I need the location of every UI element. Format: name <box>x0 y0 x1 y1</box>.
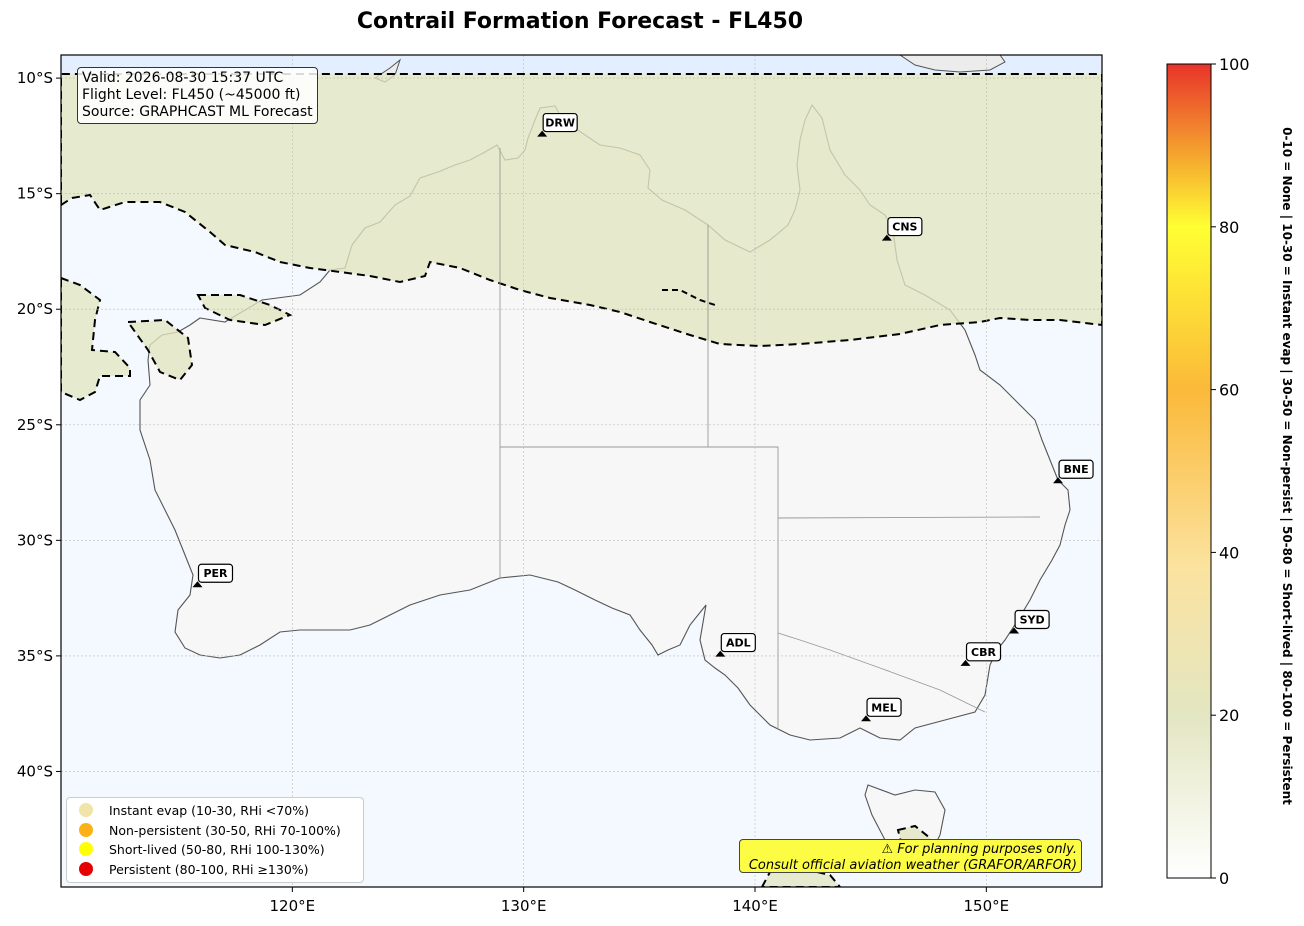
airport-label-box <box>866 697 902 717</box>
airport-cns[interactable]: CNS <box>881 216 923 241</box>
legend-swatch <box>79 842 93 856</box>
state-borders <box>499 148 1041 730</box>
airport-marker-icon <box>861 715 872 722</box>
airport-label-box <box>197 563 234 583</box>
legend-item-instant-evap: Instant evap (10-30, RHi <70%) <box>79 801 309 819</box>
legend-item-non-persistent: Non-persistent (30-50, RHi 70-100%) <box>79 821 341 839</box>
legend-label: Non-persistent (30-50, RHi 70-100%) <box>109 822 341 838</box>
map-frame <box>60 54 1103 888</box>
airport-mel[interactable]: MEL <box>861 697 902 722</box>
instant-evap-zone-islands <box>126 294 293 382</box>
airport-label-box <box>542 112 578 133</box>
lat-tick-label: 30°S <box>17 531 53 549</box>
airport-drw[interactable]: DRW <box>537 112 578 137</box>
legend-item-short-lived: Short-lived (50-80, RHi 100-130%) <box>79 840 325 858</box>
legend-label: Instant evap (10-30, RHi <70%) <box>109 802 309 818</box>
legend-label: Persistent (80-100, RHi ≥130%) <box>109 861 309 877</box>
lat-tick-label: 40°S <box>17 762 53 780</box>
airport-code: BNE <box>1063 463 1088 476</box>
airport-code: ADL <box>726 637 751 650</box>
lat-tick-label: 20°S <box>17 300 53 318</box>
airport-code: PER <box>203 567 228 580</box>
airport-per[interactable]: PER <box>192 563 234 588</box>
valid-time: Valid: 2026-08-30 15:37 UTC <box>82 70 284 86</box>
disclaimer-line-2: Consult official aviation weather (GRAFO… <box>748 858 1077 873</box>
legend-swatch <box>79 823 93 837</box>
lon-tick-label: 150°E <box>964 897 1010 915</box>
flight-level: Flight Level: FL450 (~45000 ft) <box>82 87 301 103</box>
legend-item-persistent: Persistent (80-100, RHi ≥130%) <box>79 860 309 878</box>
airport-marker-icon <box>192 581 203 588</box>
colorbar-caption: 0-10 = None | 10-30 = Instant evap | 30-… <box>1280 127 1294 805</box>
airport-marker-icon <box>1009 627 1020 634</box>
legend-swatch <box>79 862 93 876</box>
instant-evap-zone-north <box>61 73 1102 348</box>
axis-ticks: 120°E 130°E 140°E 150°E 10°S 15°S 20°S 25°S 30°S… <box>17 69 1009 915</box>
airport-code: MEL <box>871 701 896 714</box>
airport-markers: DRW CNS BNE PER ADL SYD CBR MEL <box>192 112 1094 722</box>
airport-code: CBR <box>971 646 996 659</box>
airport-marker-icon <box>537 130 548 137</box>
new-guinea-land <box>899 55 1006 73</box>
airport-label-box <box>1014 609 1050 630</box>
lon-tick-label: 120°E <box>270 897 316 915</box>
legend-label: Short-lived (50-80, RHi 100-130%) <box>109 841 325 857</box>
airport-cbr[interactable]: CBR <box>960 642 1002 666</box>
airport-label-box <box>720 632 756 653</box>
instant-evap-zone-west <box>61 276 131 402</box>
legend-swatch <box>79 803 93 817</box>
graticule <box>61 55 1102 887</box>
lon-tick-label: 140°E <box>732 897 778 915</box>
lat-tick-label: 15°S <box>17 185 53 203</box>
forecast-info-box: Valid: 2026-08-30 15:37 UTC Flight Level… <box>77 67 318 124</box>
airport-marker-icon <box>715 650 726 657</box>
lat-tick-label: 25°S <box>17 416 53 434</box>
planning-disclaimer: ⚠ For planning purposes only. Consult of… <box>739 839 1082 873</box>
airport-label-box <box>965 642 1002 662</box>
lon-tick-label: 130°E <box>501 897 547 915</box>
airport-bne[interactable]: BNE <box>1053 459 1094 484</box>
lat-tick-label: 35°S <box>17 647 53 665</box>
forecast-source: Source: GRAPHCAST ML Forecast <box>82 104 313 120</box>
airport-adl[interactable]: ADL <box>715 632 756 657</box>
airport-code: DRW <box>545 117 575 130</box>
airport-code: CNS <box>892 221 917 234</box>
disclaimer-line-1: ⚠ For planning purposes only. <box>881 842 1078 857</box>
airport-marker-icon <box>1053 477 1064 484</box>
airport-syd[interactable]: SYD <box>1009 609 1050 634</box>
airport-marker-icon <box>881 234 892 241</box>
airport-label-box <box>1058 459 1094 479</box>
north-ocean-band <box>61 55 1102 74</box>
airport-marker-icon <box>960 659 971 666</box>
airport-code: SYD <box>1020 613 1045 626</box>
airport-label-box <box>887 216 923 237</box>
lat-tick-label: 10°S <box>17 69 53 87</box>
map-title: Contrail Formation Forecast - FL450 <box>356 9 804 34</box>
map-legend: Instant evap (10-30, RHi <70%) Non-persi… <box>66 797 364 883</box>
